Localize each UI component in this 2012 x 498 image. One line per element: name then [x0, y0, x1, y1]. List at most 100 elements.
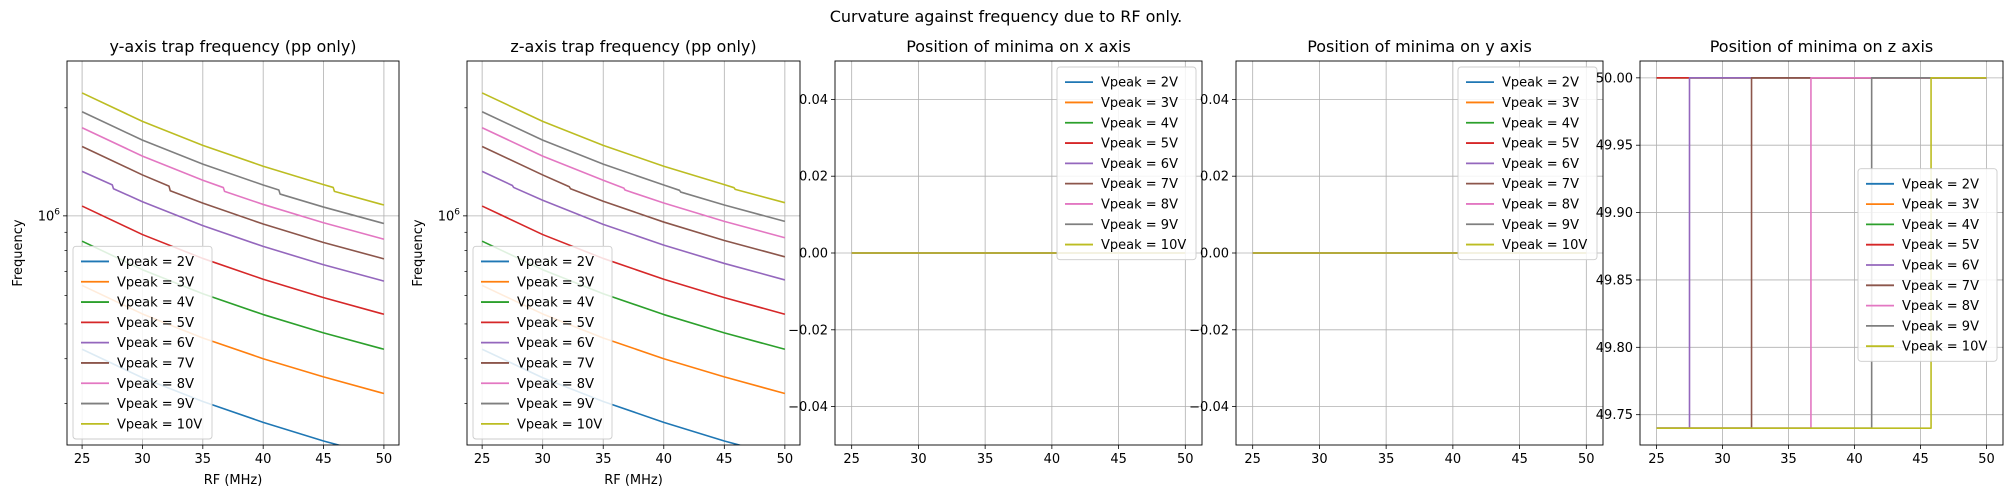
series-line-4	[81, 205, 385, 316]
legend-entry: Vpeak = 5V	[1502, 137, 1579, 152]
x-tick-label: 45	[1511, 452, 1528, 467]
x-tick-label: 35	[1780, 452, 1797, 467]
series-line-9	[81, 92, 385, 206]
x-tick-label: 25	[74, 452, 91, 467]
x-tick-label: 40	[1846, 452, 1863, 467]
legend-entry: Vpeak = 10V	[1101, 238, 1186, 253]
legend-entry: Vpeak = 5V	[1902, 238, 1979, 253]
legend-entry: Vpeak = 7V	[517, 356, 594, 371]
y-tick-label: 0.02	[1200, 170, 1229, 185]
figure-suptitle: Curvature against frequency due to RF on…	[830, 7, 1183, 26]
legend-entry: Vpeak = 8V	[1902, 299, 1979, 314]
legend-entry: Vpeak = 8V	[517, 377, 594, 392]
legend-entry: Vpeak = 4V	[117, 296, 194, 311]
legend-entry: Vpeak = 8V	[1502, 197, 1579, 212]
legend-entry: Vpeak = 8V	[1101, 197, 1178, 212]
subplot-title: z-axis trap frequency (pp only)	[510, 37, 756, 56]
legend-entry: Vpeak = 4V	[517, 296, 594, 311]
x-tick-label: 40	[1445, 452, 1462, 467]
legend-entry: Vpeak = 6V	[1902, 259, 1979, 274]
legend-entry: Vpeak = 9V	[517, 397, 594, 412]
legend-frame	[1857, 168, 1998, 362]
legend: Vpeak = 2V Vpeak = 3V Vpeak = 4V Vpeak = 5V…	[72, 245, 213, 440]
series-line-5	[81, 170, 385, 282]
subplot-3: 25 30 35 40 45 50 0.04 0.02 0.00 −0.02 −0.04 Positi…	[788, 37, 1203, 467]
x-tick-label: 50	[1177, 452, 1194, 467]
y-tick-label: 0.00	[1200, 247, 1229, 262]
legend-entry: Vpeak = 7V	[117, 356, 194, 371]
legend-entry: Vpeak = 9V	[1101, 218, 1178, 233]
legend-entry: Vpeak = 2V	[1101, 76, 1178, 91]
y-axis-label: Frequency	[11, 219, 26, 286]
legend-entry: Vpeak = 6V	[517, 336, 594, 351]
x-tick-label: 35	[595, 452, 612, 467]
axes-frame	[66, 60, 400, 446]
legend-entry: Vpeak = 10V	[1902, 340, 1987, 355]
y-tick-label: 0.02	[799, 170, 828, 185]
x-tick-label: 50	[376, 452, 393, 467]
x-tick-label: 40	[1044, 452, 1061, 467]
legend-entry: Vpeak = 8V	[117, 377, 194, 392]
y-tick-label: −0.04	[788, 400, 828, 415]
series-line-6	[81, 145, 385, 260]
x-tick-label: 50	[1578, 452, 1595, 467]
series-line-6	[481, 145, 786, 258]
legend-entry: Vpeak = 6V	[117, 336, 194, 351]
subplot-title: y-axis trap frequency (pp only)	[109, 37, 356, 56]
series-line-4	[481, 205, 786, 316]
y-tick-label: 49.90	[1596, 206, 1633, 221]
legend-entry: Vpeak = 10V	[517, 417, 602, 432]
legend-entry: Vpeak = 2V	[117, 255, 194, 270]
legend-entry: Vpeak = 6V	[1101, 157, 1178, 172]
series-line-7	[481, 126, 786, 239]
legend-entry: Vpeak = 5V	[1101, 137, 1178, 152]
subplot-title: Position of minima on z axis	[1710, 37, 1934, 56]
legend-entry: Vpeak = 3V	[517, 275, 594, 290]
axes-frame	[466, 60, 801, 446]
legend-entry: Vpeak = 4V	[1101, 116, 1178, 131]
legend-entry: Vpeak = 5V	[117, 316, 194, 331]
legend-entry: Vpeak = 9V	[1502, 218, 1579, 233]
legend-entry: Vpeak = 9V	[1902, 319, 1979, 334]
subplot-4: 25 30 35 40 45 50 0.04 0.02 0.00 −0.02 −0.04 Positi…	[1189, 37, 1604, 467]
x-tick-label: 35	[977, 452, 994, 467]
x-tick-label: 30	[1311, 452, 1328, 467]
x-tick-label: 45	[1912, 452, 1929, 467]
x-tick-label: 50	[1978, 452, 1995, 467]
x-tick-label: 45	[716, 452, 733, 467]
legend-entry: Vpeak = 4V	[1902, 218, 1979, 233]
x-tick-label: 30	[534, 452, 551, 467]
legend-entry: Vpeak = 7V	[1902, 279, 1979, 294]
legend-entry: Vpeak = 2V	[1502, 76, 1579, 91]
x-tick-label: 35	[195, 452, 212, 467]
series-lines	[81, 92, 385, 445]
legend-entry: Vpeak = 7V	[1502, 177, 1579, 192]
legend-entry: Vpeak = 7V	[1101, 177, 1178, 192]
legend-entry: Vpeak = 10V	[1502, 238, 1587, 253]
legend-entry: Vpeak = 3V	[117, 275, 194, 290]
legend: Vpeak = 2V Vpeak = 3V Vpeak = 4V Vpeak = 5V…	[472, 245, 613, 440]
x-tick-label: 25	[1244, 452, 1261, 467]
axes-frame	[1639, 60, 2004, 446]
legend-entry: Vpeak = 2V	[517, 255, 594, 270]
x-tick-label: 35	[1378, 452, 1395, 467]
y-tick-label: 49.85	[1596, 273, 1633, 288]
y-axis-label: Frequency	[411, 219, 426, 286]
y-tick-label: 0.00	[799, 247, 828, 262]
x-tick-label: 45	[1110, 452, 1127, 467]
x-tick-label: 30	[910, 452, 927, 467]
legend-entry: Vpeak = 3V	[1502, 96, 1579, 111]
x-tick-label: 40	[255, 452, 272, 467]
x-axis-label: RF (MHz)	[604, 473, 663, 488]
legend-entry: Vpeak = 3V	[1902, 198, 1979, 213]
x-tick-label: 50	[777, 452, 794, 467]
y-tick-label: 50.00	[1596, 71, 1633, 86]
legend-frame	[72, 245, 213, 440]
y-tick-label: 49.75	[1596, 408, 1633, 423]
series-line-8	[481, 111, 786, 223]
x-tick-label: 25	[474, 452, 491, 467]
